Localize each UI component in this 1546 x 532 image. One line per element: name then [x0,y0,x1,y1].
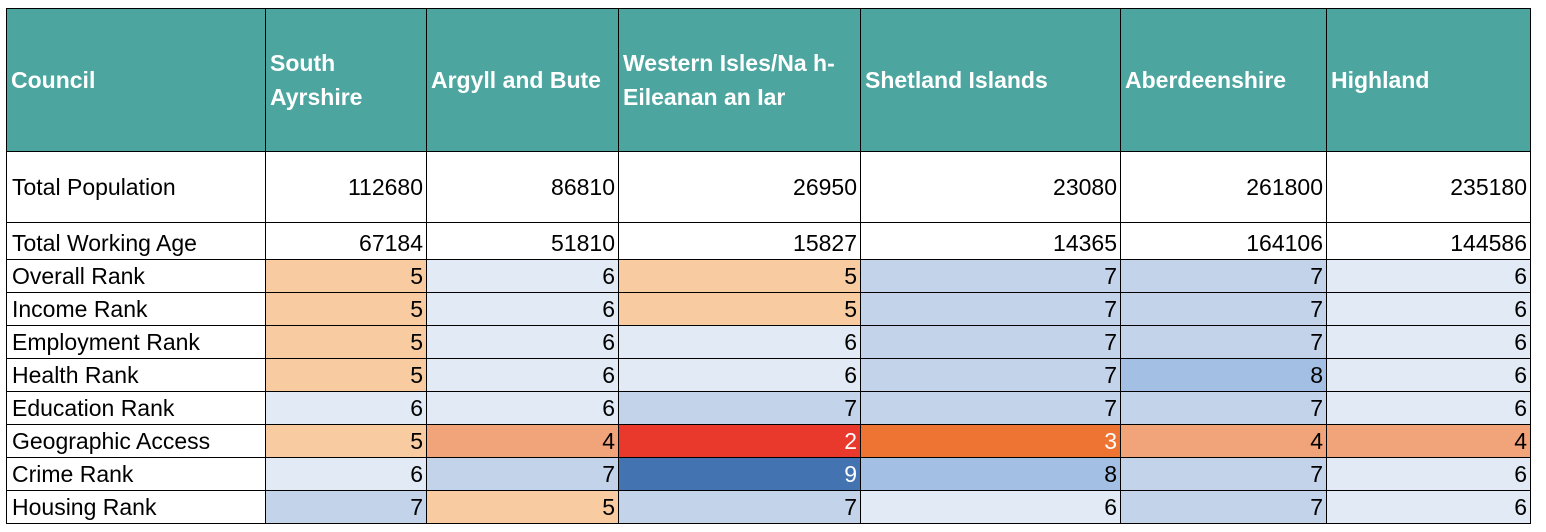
row-label: Total Working Age [6,222,266,260]
column-header: Highland [1326,8,1531,152]
data-cell: 8 [860,457,1121,491]
data-cell: 6 [618,325,861,359]
table-row: Housing Rank 7 5 7 6 7 6 [6,490,1531,524]
council-rank-table: Council South Ayrshire Argyll and Bute W… [6,8,1531,524]
data-cell: 144586 [1326,222,1531,260]
data-cell: 5 [618,292,861,326]
data-cell: 6 [1326,490,1531,524]
data-cell: 7 [426,457,619,491]
table-row: Overall Rank 5 6 5 7 7 6 [6,259,1531,293]
data-cell: 164106 [1120,222,1327,260]
row-label: Housing Rank [6,490,266,524]
table-row: Total Population 112680 86810 26950 23080 261… [6,151,1531,223]
data-cell: 4 [426,424,619,458]
data-cell: 7 [1120,259,1327,293]
data-cell: 4 [1120,424,1327,458]
table-row: Health Rank 5 6 6 7 8 6 [6,358,1531,392]
data-cell: 5 [265,259,427,293]
data-cell: 86810 [426,151,619,223]
data-cell: 4 [1326,424,1531,458]
data-cell: 7 [860,292,1121,326]
data-cell: 6 [1326,325,1531,359]
data-cell: 6 [1326,457,1531,491]
column-header: Shetland Islands [860,8,1121,152]
data-cell: 2 [618,424,861,458]
data-cell: 5 [618,259,861,293]
data-cell: 112680 [265,151,427,223]
data-cell: 5 [426,490,619,524]
column-header: Western Isles/Na h-Eileanan an Iar [618,8,861,152]
column-header: Aberdeenshire [1120,8,1327,152]
column-header: Council [6,8,266,152]
row-label: Income Rank [6,292,266,326]
data-cell: 6 [426,391,619,425]
row-label: Geographic Access [6,424,266,458]
row-label: Health Rank [6,358,266,392]
row-label: Education Rank [6,391,266,425]
data-cell: 7 [1120,325,1327,359]
data-cell: 14365 [860,222,1121,260]
data-cell: 23080 [860,151,1121,223]
data-cell: 26950 [618,151,861,223]
data-cell: 6 [426,292,619,326]
data-cell: 6 [265,457,427,491]
data-cell: 6 [1326,358,1531,392]
data-cell: 9 [618,457,861,491]
data-cell: 5 [265,358,427,392]
table-body: Total Population 112680 86810 26950 23080 261… [6,151,1531,524]
data-cell: 6 [265,391,427,425]
data-cell: 6 [426,325,619,359]
data-cell: 7 [265,490,427,524]
row-label: Overall Rank [6,259,266,293]
data-cell: 67184 [265,222,427,260]
table-row: Income Rank 5 6 5 7 7 6 [6,292,1531,326]
table-row: Education Rank 6 6 7 7 7 6 [6,391,1531,425]
data-cell: 6 [1326,391,1531,425]
data-cell: 5 [265,325,427,359]
data-cell: 7 [1120,391,1327,425]
table-row: Crime Rank 6 7 9 8 7 6 [6,457,1531,491]
data-cell: 3 [860,424,1121,458]
column-header: South Ayrshire [265,8,427,152]
data-cell: 7 [1120,292,1327,326]
table-row: Employment Rank 5 6 6 7 7 6 [6,325,1531,359]
data-cell: 7 [1120,490,1327,524]
data-cell: 235180 [1326,151,1531,223]
data-cell: 7 [618,391,861,425]
column-header: Argyll and Bute [426,8,619,152]
data-cell: 51810 [426,222,619,260]
data-cell: 6 [860,490,1121,524]
data-cell: 7 [860,325,1121,359]
data-cell: 7 [618,490,861,524]
data-cell: 15827 [618,222,861,260]
table-row: Geographic Access 5 4 2 3 4 4 [6,424,1531,458]
header-row: Council South Ayrshire Argyll and Bute W… [6,8,1531,152]
data-cell: 261800 [1120,151,1327,223]
data-cell: 6 [1326,292,1531,326]
data-cell: 7 [860,391,1121,425]
row-label: Employment Rank [6,325,266,359]
row-label: Total Population [6,151,266,223]
table-row: Total Working Age 67184 51810 15827 14365 164… [6,222,1531,260]
data-cell: 5 [265,292,427,326]
row-label: Crime Rank [6,457,266,491]
data-cell: 6 [1326,259,1531,293]
data-cell: 5 [265,424,427,458]
data-cell: 6 [618,358,861,392]
data-cell: 7 [1120,457,1327,491]
data-cell: 7 [860,259,1121,293]
data-cell: 8 [1120,358,1327,392]
data-cell: 7 [860,358,1121,392]
data-cell: 6 [426,358,619,392]
data-cell: 6 [426,259,619,293]
